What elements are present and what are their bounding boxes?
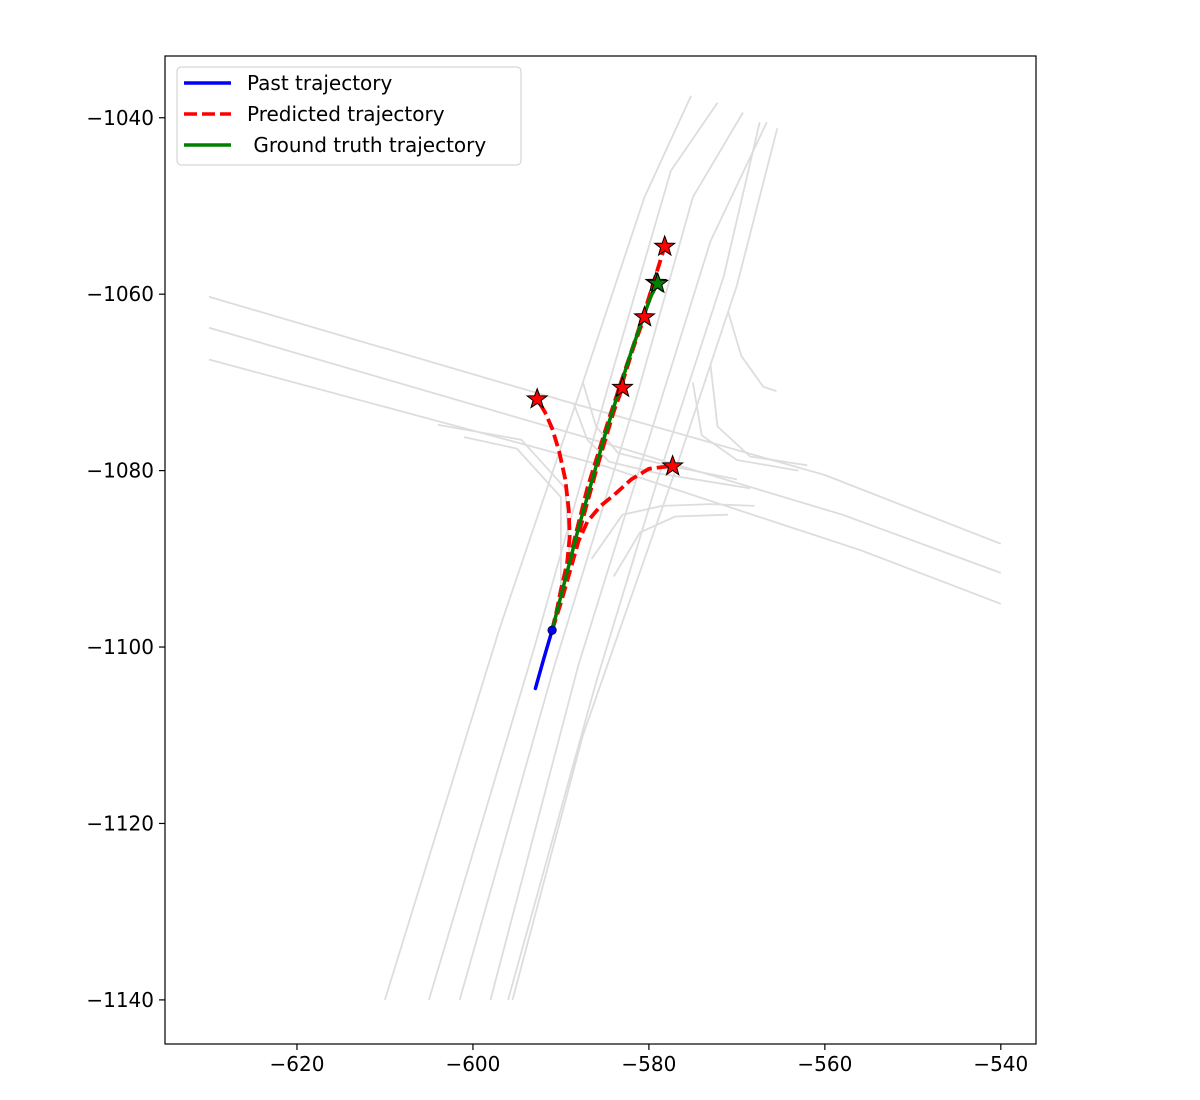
y-tick-label: −1140 — [86, 988, 154, 1012]
predicted-endpoint-star — [525, 387, 549, 409]
map-lane — [489, 121, 768, 1001]
map-lane — [709, 364, 808, 467]
current-position-marker — [547, 625, 557, 635]
legend-label-ground-truth: Ground truth trajectory — [247, 133, 486, 157]
predicted-endpoint-star — [653, 234, 677, 257]
plot-frame — [164, 55, 1037, 1045]
y-tick-label: −1060 — [86, 282, 154, 306]
past-trajectory — [533, 628, 554, 691]
map-lane — [590, 503, 755, 560]
legend-box — [176, 66, 522, 166]
predicted-endpoint-star — [611, 375, 634, 398]
map-lane — [582, 382, 738, 481]
map-lane — [208, 295, 1002, 545]
legend-label-past: Past trajectory — [247, 71, 393, 95]
predicted-endpoint-star — [661, 454, 685, 476]
y-tick-label: −1120 — [86, 811, 154, 835]
map-lane — [612, 513, 729, 577]
map-lane — [507, 121, 761, 1001]
map-lane — [208, 358, 1002, 605]
x-tick-label: −560 — [797, 1052, 852, 1076]
legend: Past trajectory Predicted trajectory Gro… — [176, 66, 522, 166]
x-tick-label: −540 — [973, 1052, 1028, 1076]
map-lane — [573, 404, 751, 490]
axes: −620 −600 −580 −560 −540 −1040 −1060 −1080 −1100… — [86, 106, 1028, 1076]
y-tick-label: −1040 — [86, 106, 154, 130]
x-tick-label: −600 — [445, 1052, 500, 1076]
map-lane — [428, 102, 719, 1001]
map-lane — [692, 382, 799, 472]
map-lane — [458, 112, 744, 1001]
map-lane — [463, 436, 562, 595]
x-tick-label: −580 — [621, 1052, 676, 1076]
map-lane — [727, 311, 777, 393]
x-tick-label: −620 — [270, 1052, 325, 1076]
map-lanes — [208, 95, 1002, 1001]
ground-truth-endpoint-star — [646, 271, 670, 294]
marker-layer — [525, 234, 685, 635]
legend-label-predicted: Predicted trajectory — [247, 102, 445, 126]
y-tick-label: −1100 — [86, 635, 154, 659]
y-tick-label: −1080 — [86, 459, 154, 483]
predicted-endpoint-star — [633, 305, 656, 327]
